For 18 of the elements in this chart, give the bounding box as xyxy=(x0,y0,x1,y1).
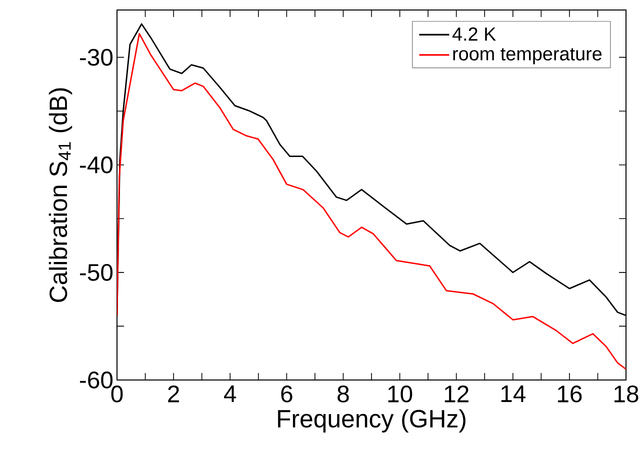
x-tick-label: 16 xyxy=(558,386,582,402)
x-tick-label: 0 xyxy=(111,386,123,402)
legend-label: room temperature xyxy=(453,48,602,64)
x-tick-label: 14 xyxy=(501,386,526,402)
x-tick-label: 10 xyxy=(388,386,412,402)
x-tick-label: 18 xyxy=(614,386,638,402)
legend-label: 4.2 K xyxy=(452,27,496,41)
y-axis-title: Calibration S$_{41}$ (dB) xyxy=(48,88,72,302)
x-tick-label: 8 xyxy=(338,386,349,402)
x-tick-label: 2 xyxy=(168,386,180,402)
x-axis-title: Frequency (GHz) xyxy=(278,409,466,432)
x-tick-label: 12 xyxy=(444,386,468,402)
x-tick-label: 6 xyxy=(281,386,292,402)
y-tick-label: -30 xyxy=(80,48,113,66)
y-tick-label: -40 xyxy=(80,156,113,174)
y-tick-label: -60 xyxy=(80,372,113,388)
y-tick-label: -50 xyxy=(80,264,113,281)
x-tick-label: 4 xyxy=(224,386,236,402)
